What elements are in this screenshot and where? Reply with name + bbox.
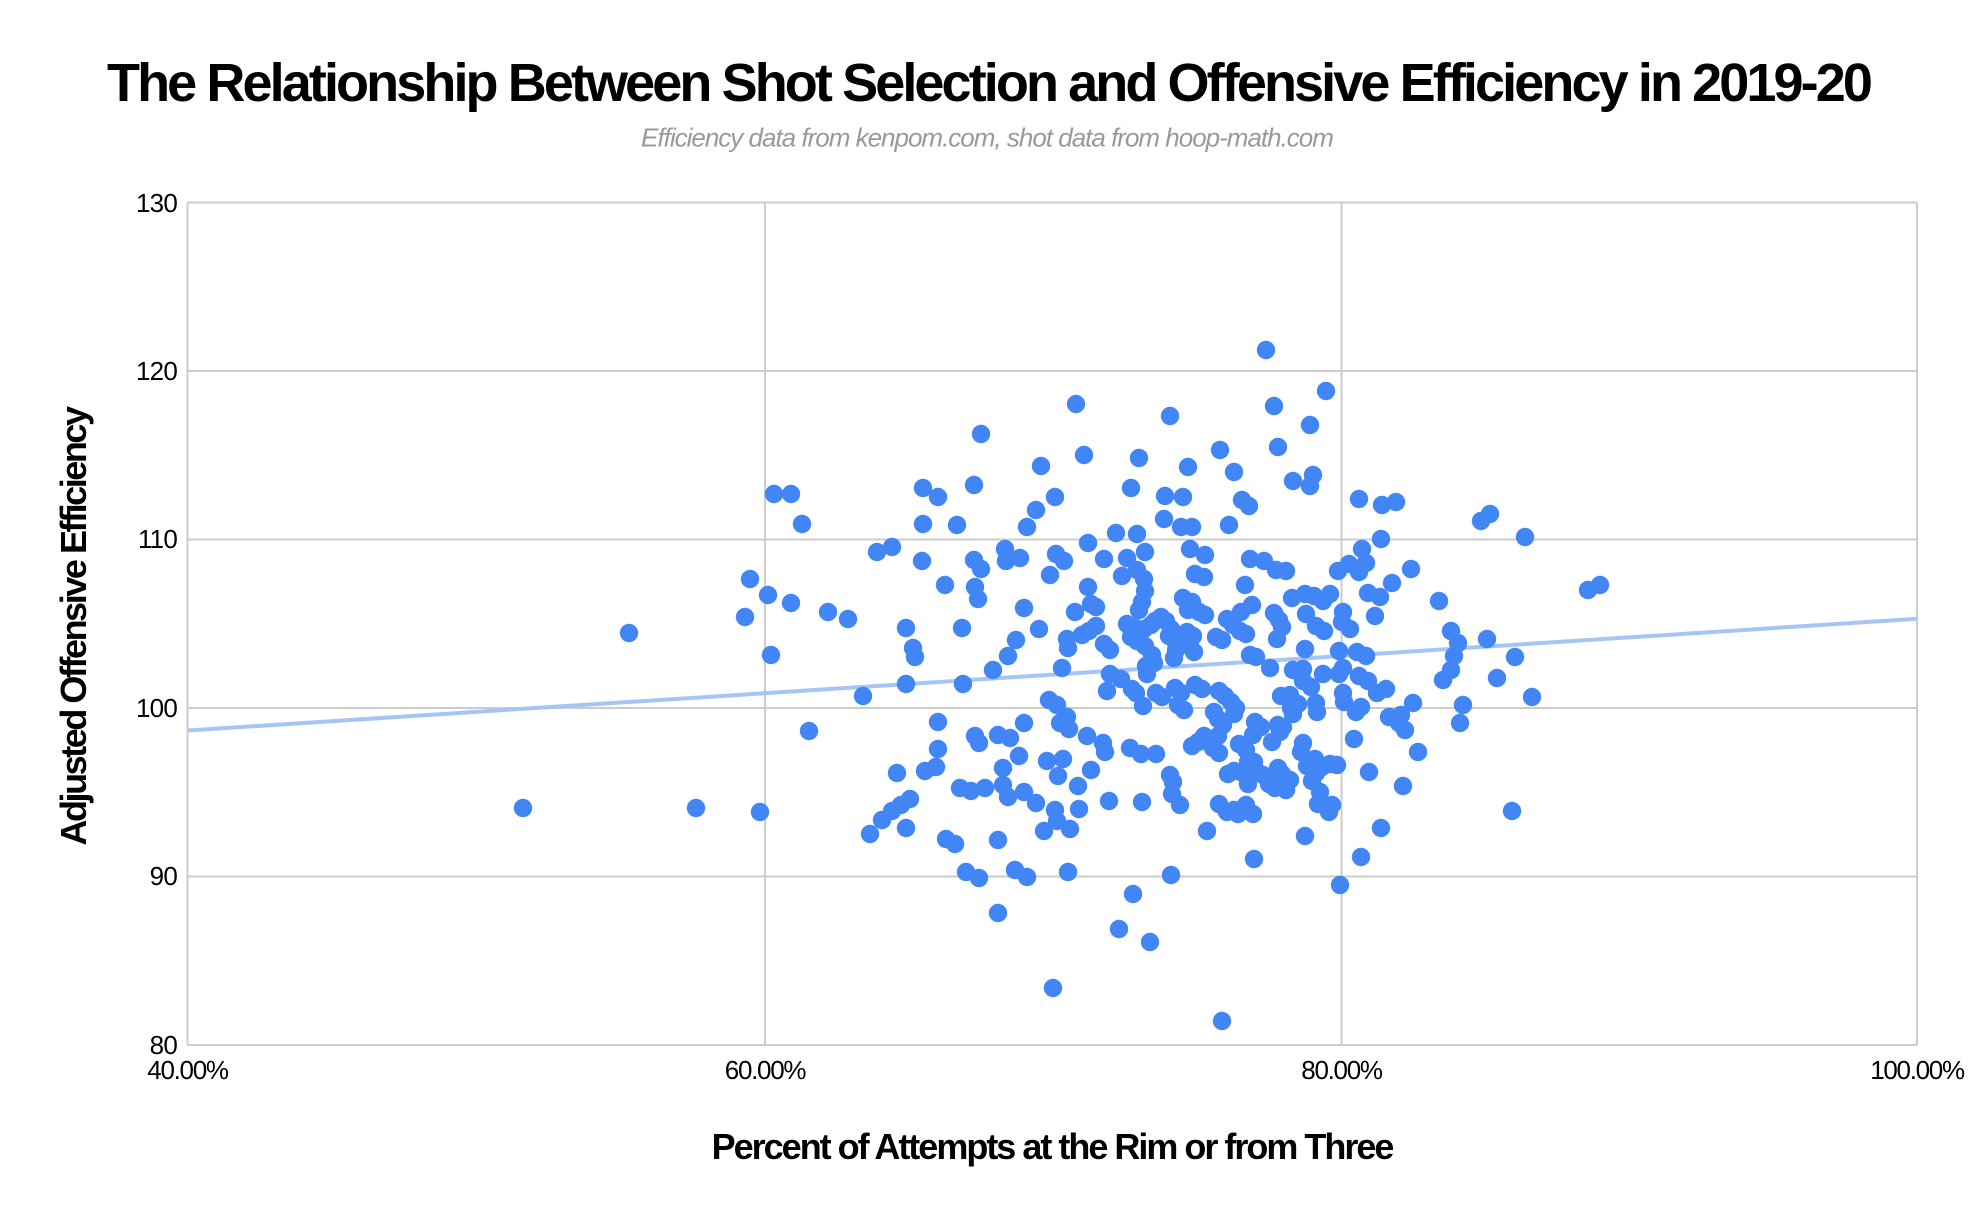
svg-text:80.00%: 80.00% [1301, 1055, 1383, 1085]
svg-text:130: 130 [136, 188, 177, 218]
svg-text:110: 110 [138, 524, 177, 554]
svg-text:Efficiency data from kenpom.co: Efficiency data from kenpom.com, shot da… [641, 123, 1333, 153]
svg-text:Adjusted Offensive Efficiency: Adjusted Offensive Efficiency [53, 406, 94, 846]
svg-text:100.00%: 100.00% [1870, 1055, 1965, 1085]
svg-text:Percent of Attempts at the Rim: Percent of Attempts at the Rim or from T… [712, 1126, 1394, 1167]
svg-text:100: 100 [136, 693, 177, 723]
svg-text:120: 120 [136, 356, 177, 386]
svg-text:90: 90 [150, 861, 178, 891]
svg-text:60.00%: 60.00% [725, 1055, 807, 1085]
svg-text:The Relationship Between Shot: The Relationship Between Shot Selection … [107, 53, 1871, 113]
svg-text:40.00%: 40.00% [147, 1055, 229, 1085]
svg-text:80: 80 [150, 1030, 178, 1060]
